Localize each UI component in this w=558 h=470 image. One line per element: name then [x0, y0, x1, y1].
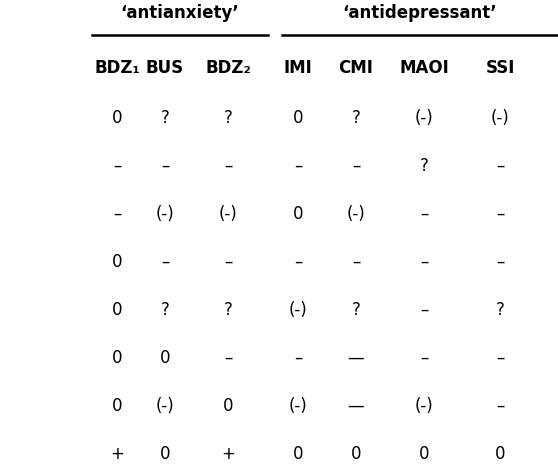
- Text: –: –: [352, 157, 360, 175]
- Text: (-): (-): [219, 205, 237, 223]
- Text: +: +: [221, 445, 235, 463]
- Text: ?: ?: [224, 109, 233, 127]
- Text: ?: ?: [496, 301, 504, 319]
- Text: (-): (-): [156, 397, 174, 415]
- Text: –: –: [420, 301, 428, 319]
- Text: —: —: [348, 397, 364, 415]
- Text: ‘antidepressant’: ‘antidepressant’: [343, 4, 497, 22]
- Text: (-): (-): [288, 397, 307, 415]
- Text: BUS: BUS: [146, 59, 184, 77]
- Text: BDZ₂: BDZ₂: [205, 59, 251, 77]
- Text: –: –: [224, 253, 232, 271]
- Text: (-): (-): [415, 397, 434, 415]
- Text: 0: 0: [112, 349, 122, 367]
- Text: ?: ?: [352, 301, 360, 319]
- Text: —: —: [348, 349, 364, 367]
- Text: –: –: [294, 349, 302, 367]
- Text: –: –: [420, 349, 428, 367]
- Text: –: –: [496, 349, 504, 367]
- Text: IMI: IMI: [283, 59, 312, 77]
- Text: BDZ₁: BDZ₁: [94, 59, 140, 77]
- Text: ?: ?: [161, 301, 170, 319]
- Text: 0: 0: [112, 109, 122, 127]
- Text: 0: 0: [418, 445, 429, 463]
- Text: 0: 0: [495, 445, 505, 463]
- Text: –: –: [496, 397, 504, 415]
- Text: –: –: [113, 205, 121, 223]
- Text: (-): (-): [347, 205, 365, 223]
- Text: (-): (-): [490, 109, 509, 127]
- Text: MAOI: MAOI: [399, 59, 449, 77]
- Text: (-): (-): [288, 301, 307, 319]
- Text: ?: ?: [352, 109, 360, 127]
- Text: 0: 0: [160, 445, 170, 463]
- Text: ?: ?: [224, 301, 233, 319]
- Text: –: –: [224, 157, 232, 175]
- Text: 0: 0: [160, 349, 170, 367]
- Text: SSI: SSI: [485, 59, 514, 77]
- Text: –: –: [113, 157, 121, 175]
- Text: –: –: [420, 205, 428, 223]
- Text: 0: 0: [112, 397, 122, 415]
- Text: –: –: [161, 157, 169, 175]
- Text: –: –: [224, 349, 232, 367]
- Text: –: –: [420, 253, 428, 271]
- Text: ‘antianxiety’: ‘antianxiety’: [121, 4, 239, 22]
- Text: (-): (-): [415, 109, 434, 127]
- Text: –: –: [496, 253, 504, 271]
- Text: 0: 0: [293, 205, 303, 223]
- Text: 0: 0: [223, 397, 233, 415]
- Text: ?: ?: [161, 109, 170, 127]
- Text: 0: 0: [293, 109, 303, 127]
- Text: 0: 0: [293, 445, 303, 463]
- Text: 0: 0: [351, 445, 361, 463]
- Text: –: –: [161, 253, 169, 271]
- Text: ?: ?: [420, 157, 429, 175]
- Text: CMI: CMI: [339, 59, 373, 77]
- Text: –: –: [496, 157, 504, 175]
- Text: 0: 0: [112, 253, 122, 271]
- Text: –: –: [496, 205, 504, 223]
- Text: –: –: [294, 253, 302, 271]
- Text: –: –: [294, 157, 302, 175]
- Text: +: +: [110, 445, 124, 463]
- Text: 0: 0: [112, 301, 122, 319]
- Text: –: –: [352, 253, 360, 271]
- Text: (-): (-): [156, 205, 174, 223]
